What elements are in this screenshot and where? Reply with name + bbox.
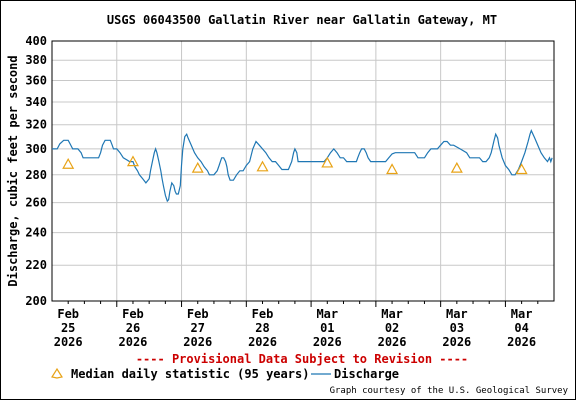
x-tick-day: 27: [191, 321, 205, 335]
median-marker: [191, 161, 204, 173]
median-marker: [126, 155, 139, 167]
x-tick-year: 2026: [119, 335, 148, 349]
x-tick-month: Mar: [446, 307, 468, 321]
median-marker: [450, 161, 463, 173]
plot-area: [51, 40, 555, 302]
legend-median-label: Median daily statistic (95 years): [71, 367, 309, 381]
median-marker: [515, 163, 528, 175]
y-tick-label: 380: [25, 53, 47, 67]
y-tick-label: 280: [25, 168, 47, 182]
x-tick-day: 26: [126, 321, 140, 335]
x-tick-month: Mar: [316, 307, 338, 321]
x-tick-month: Mar: [511, 307, 533, 321]
x-tick-year: 2026: [183, 335, 212, 349]
y-axis-ticks: 200 220 240 260 280 300 320 340 360 380 400: [25, 34, 47, 308]
x-tick-day: 28: [255, 321, 269, 335]
x-tick-year: 2026: [248, 335, 277, 349]
discharge-line: [52, 129, 553, 203]
legend-discharge-label: Discharge: [334, 367, 399, 381]
legend: Median daily statistic (95 years) Discha…: [51, 367, 399, 381]
credit-text: Graph courtesy of the U.S. Geological Su…: [330, 386, 569, 396]
x-tick-year: 2026: [54, 335, 83, 349]
x-tick-month: Feb: [252, 307, 274, 321]
y-tick-label: 300: [25, 142, 47, 156]
x-tick-year: 2026: [378, 335, 407, 349]
x-tick-day: 25: [61, 321, 75, 335]
x-tick-day: 03: [450, 321, 464, 335]
x-tick-month: Feb: [187, 307, 209, 321]
y-tick-label: 200: [25, 294, 47, 308]
legend-median-marker: [51, 367, 63, 379]
x-tick-day: 02: [385, 321, 399, 335]
x-tick-month: Feb: [122, 307, 144, 321]
y-tick-label: 220: [25, 258, 47, 272]
y-tick-label: 340: [25, 95, 47, 109]
chart-title: USGS 06043500 Gallatin River near Gallat…: [107, 13, 497, 27]
y-tick-label: 240: [25, 226, 47, 240]
y-axis-label: Discharge, cubic feet per second: [6, 55, 20, 286]
y-tick-label: 320: [25, 118, 47, 132]
provisional-note: ---- Provisional Data Subject to Revisio…: [136, 352, 468, 366]
median-marker: [321, 156, 334, 168]
series-group: [52, 129, 553, 203]
y-tick-label: 400: [25, 34, 47, 48]
x-tick-day: 04: [514, 321, 528, 335]
median-marker: [256, 160, 269, 172]
grid: [52, 41, 554, 301]
x-tick-year: 2026: [507, 335, 536, 349]
x-tick-year: 2026: [442, 335, 471, 349]
median-marker: [62, 157, 75, 169]
x-tick-month: Feb: [57, 307, 79, 321]
x-axis-ticks: Feb252026Feb262026Feb272026Feb282026Mar0…: [54, 301, 539, 349]
x-tick-year: 2026: [313, 335, 342, 349]
y-tick-label: 260: [25, 196, 47, 210]
x-tick-day: 01: [320, 321, 334, 335]
median-marker: [386, 163, 399, 175]
y-tick-label: 360: [25, 74, 47, 88]
x-tick-month: Mar: [381, 307, 403, 321]
